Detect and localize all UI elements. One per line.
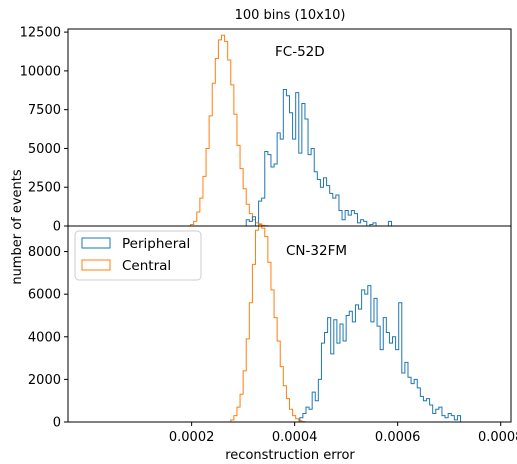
top-panel: 0 2500 5000 7500 10000 12500 FC-52D [20,26,512,235]
y-tick-label: 6000 [28,288,61,303]
legend-frame [74,230,202,281]
x-tick-label: 0.0006 [375,430,421,445]
y-tick-label: 0 [53,220,61,235]
y-tick-label: 0 [53,416,61,431]
y-tick-label: 8000 [28,245,61,260]
y-tick-label: 7500 [28,103,61,118]
legend-label-central: Central [122,258,171,274]
panel-label: FC-52D [275,44,325,60]
legend-label-peripheral: Peripheral [122,236,190,252]
x-tick-label: 0.0004 [272,430,318,445]
x-tick-label: 0.0002 [169,430,215,445]
y-tick-label: 2000 [28,373,61,388]
histogram-series-peripheral [299,285,462,422]
panel-label: CN-32FM [286,243,347,259]
bottom-panel: 0 2000 4000 6000 8000 CN-32FM 0.0002 0.0004 0.00… [28,223,517,445]
histogram-series-peripheral [245,89,395,227]
legend-swatch-peripheral [81,237,111,249]
y-tick-label: 4000 [28,330,61,345]
x-axis-label: reconstruction error [225,448,355,463]
y-axis-label: number of events [10,169,25,285]
axes-frame [67,225,512,423]
y-tick-label: 5000 [28,142,61,157]
y-tick-label: 2500 [28,181,61,196]
histogram-series-central [190,34,269,227]
chart-title: 100 bins (10x10) [235,8,346,23]
y-tick-label: 12500 [20,26,61,41]
histogram-series-central [230,223,306,423]
legend: Peripheral Central [74,230,202,281]
legend-swatch-central [81,259,111,271]
y-tick-label: 10000 [20,64,61,79]
